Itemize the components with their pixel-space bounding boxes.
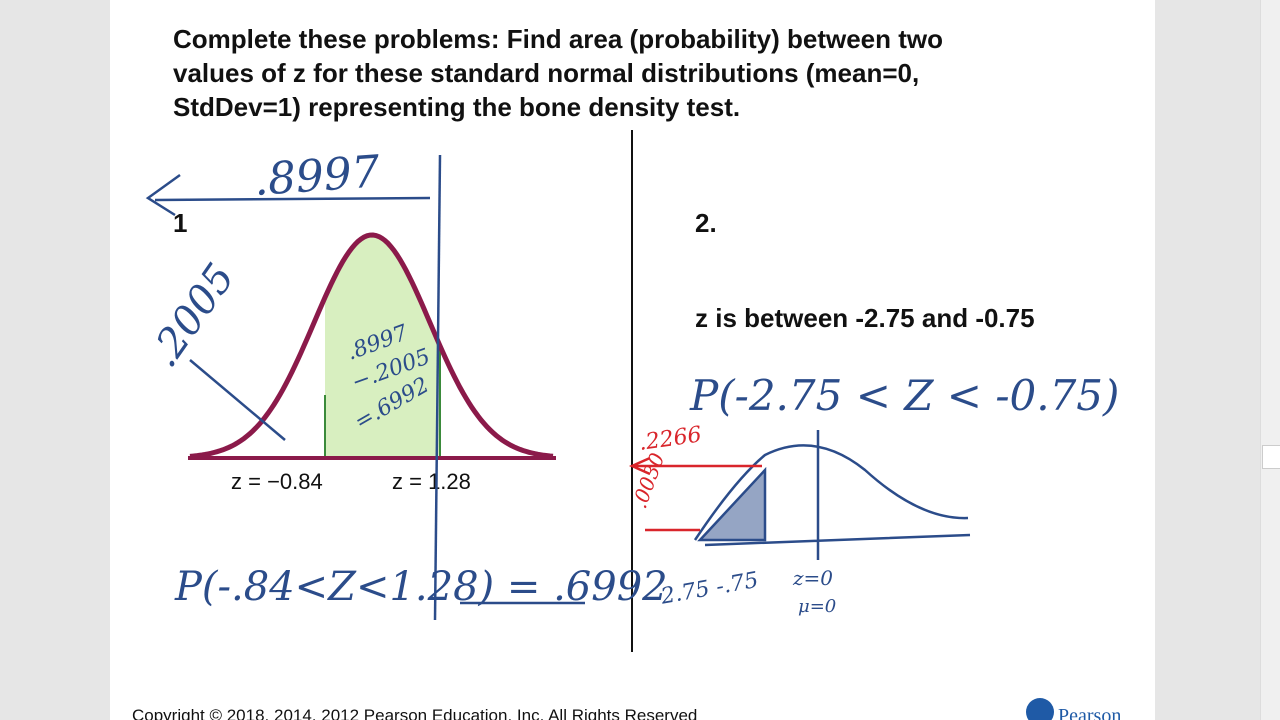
problem-number: 2. <box>695 208 717 238</box>
handwriting: P(-.84<Z<1.28) = .6992 <box>174 564 668 610</box>
handwriting: .8997 <box>252 146 381 206</box>
shaded-area <box>325 235 440 458</box>
problem-statement: z is between -2.75 and -0.75 <box>695 303 1035 333</box>
curve-label: z = 1.28 <box>392 469 471 494</box>
logo-icon <box>1026 698 1054 720</box>
problem-number: 1 <box>173 208 188 238</box>
scroll-thumb <box>1262 445 1280 469</box>
normal-curve <box>189 232 554 459</box>
handwriting: P(-2.75 < Z < -0.75) <box>689 371 1119 420</box>
scrollbar <box>1260 0 1280 720</box>
slide: Complete these problems: Find area (prob… <box>110 0 1155 720</box>
red-strokes <box>628 456 762 532</box>
handwritten-strokes <box>145 154 971 621</box>
drawing: .8997 .2005 .8997 −.2005 =.6992 P(-.84<Z… <box>141 130 1121 720</box>
curve-label: z = −0.84 <box>231 469 323 494</box>
logo: Pearson <box>1058 705 1121 720</box>
copyright: Copyright © 2018, 2014, 2012 Pearson Edu… <box>132 706 698 720</box>
handwriting: -2.75 -.75 <box>652 568 761 611</box>
title-line: StdDev=1) representing the bone density … <box>173 92 741 122</box>
title-line: Complete these problems: Find area (prob… <box>173 24 943 54</box>
handwriting: μ=0 <box>798 596 836 617</box>
handwriting: .2005 <box>141 256 244 376</box>
title-line: values of z for these standard normal di… <box>173 58 920 88</box>
handwriting: z=0 <box>792 566 833 590</box>
handwriting: .0030 <box>627 449 669 511</box>
